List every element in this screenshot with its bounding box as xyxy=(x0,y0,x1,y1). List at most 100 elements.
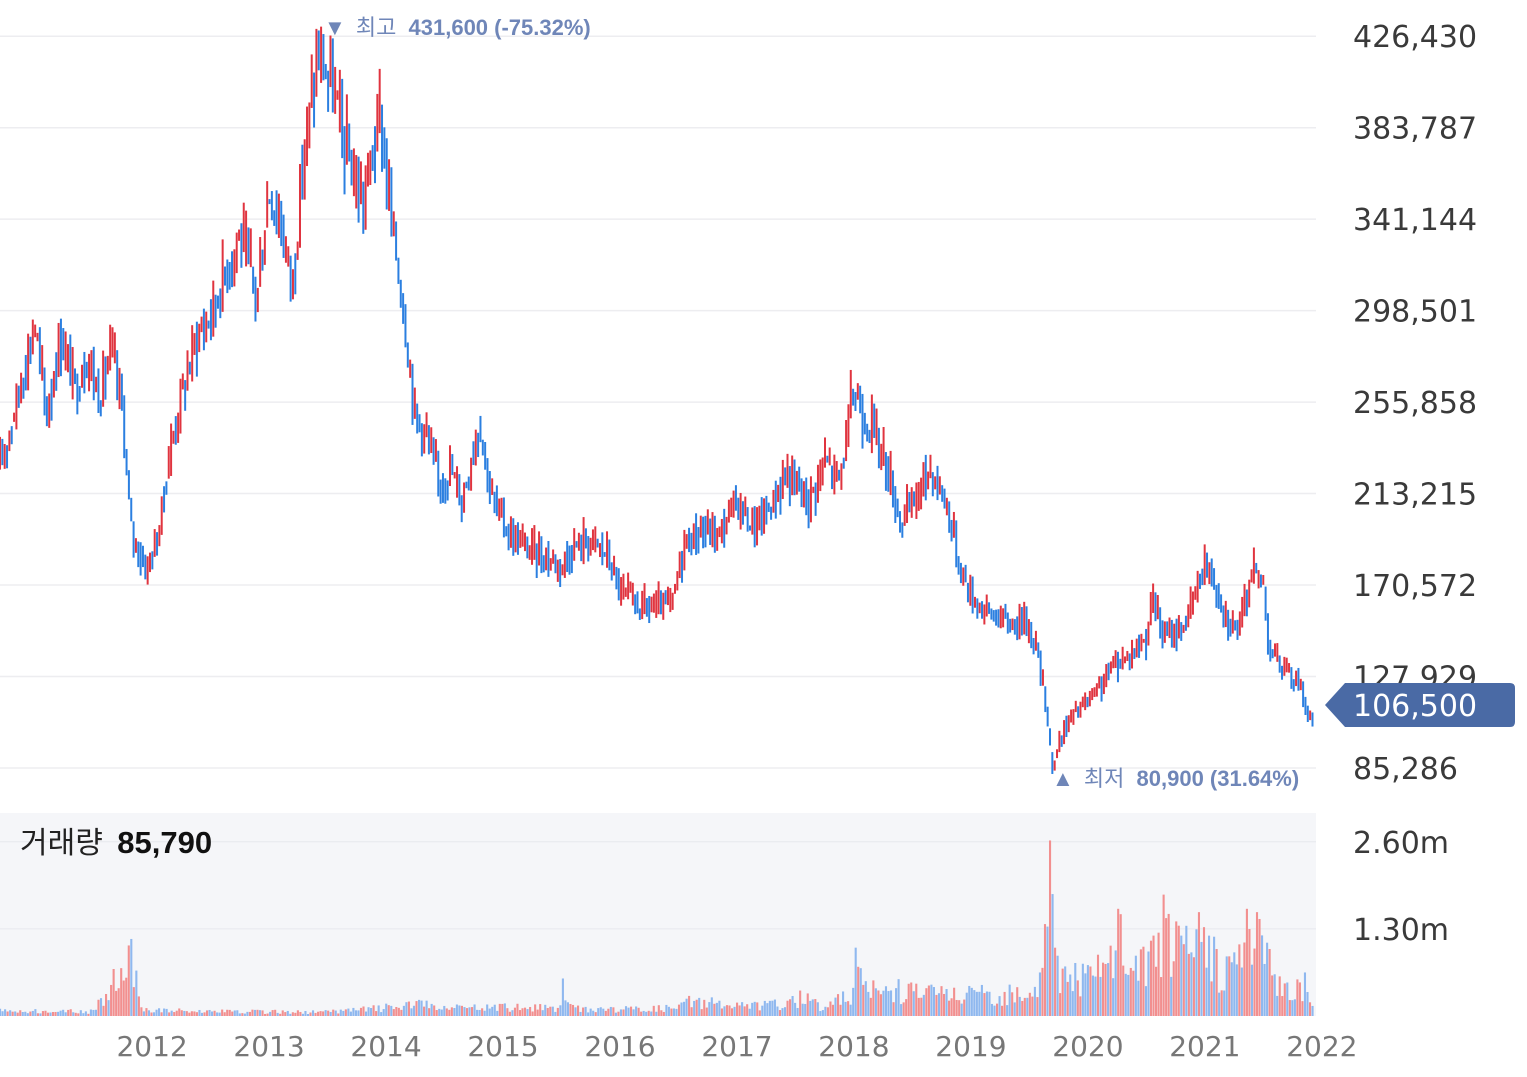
volume-bar xyxy=(211,1011,214,1016)
volume-bar xyxy=(395,1006,398,1016)
volume-bar xyxy=(59,1010,62,1016)
volume-bar xyxy=(778,1010,782,1016)
volume-bar xyxy=(208,1009,211,1016)
volume-tick-label: 2.60m xyxy=(1353,826,1449,861)
volume-bar xyxy=(218,1012,221,1016)
volume-bar xyxy=(120,968,123,1016)
volume-bar xyxy=(556,1007,559,1016)
x-tick-label: 2022 xyxy=(1286,1030,1357,1063)
volume-bar xyxy=(415,1001,418,1016)
volume-bar xyxy=(364,1011,368,1016)
x-tick-label: 2017 xyxy=(701,1030,772,1063)
volume-bar xyxy=(1089,966,1092,1016)
volume-bar xyxy=(168,1012,171,1016)
price-tick-label: 213,215 xyxy=(1353,478,1477,513)
volume-bar xyxy=(221,1009,224,1016)
volume-bar xyxy=(455,1004,458,1016)
volume-bar xyxy=(67,1009,70,1016)
volume-bar xyxy=(286,1010,289,1016)
volume-bar xyxy=(130,938,133,1016)
volume-bar xyxy=(1308,1002,1312,1016)
volume-bar xyxy=(160,1012,163,1016)
volume-bar xyxy=(1134,955,1137,1016)
volume-bar xyxy=(809,1000,812,1016)
volume-bar xyxy=(1202,927,1206,1016)
volume-bar xyxy=(6,1011,9,1016)
x-tick-label: 2013 xyxy=(233,1030,304,1063)
volume-bar xyxy=(652,1005,655,1016)
volume-bar xyxy=(1122,965,1125,1016)
volume-bar xyxy=(1152,935,1155,1016)
volume-bar xyxy=(319,1011,322,1016)
volume-bar xyxy=(950,998,953,1016)
volume-bar xyxy=(1213,936,1216,1016)
volume-bar xyxy=(577,1005,580,1016)
svg-text:▼ 최고 431,600 (-75.: ▼ 최고 431,600 (-75.32%) xyxy=(324,15,591,40)
volume-bar xyxy=(584,1006,587,1016)
volume-bar xyxy=(801,1003,804,1016)
volume-bar xyxy=(1001,1005,1004,1016)
volume-bar xyxy=(1220,990,1223,1016)
volume-bar xyxy=(1048,840,1052,1016)
volume-bar xyxy=(1023,997,1026,1016)
volume-bar xyxy=(511,1010,514,1016)
volume-bar xyxy=(324,1010,327,1016)
volume-bar xyxy=(506,1008,509,1016)
volume-bar xyxy=(612,1007,615,1016)
volume-bar xyxy=(864,981,867,1016)
volume-bar xyxy=(930,984,933,1016)
volume-bar xyxy=(1137,980,1140,1016)
volume-bar xyxy=(387,1005,390,1016)
volume-bar xyxy=(276,1012,279,1016)
volume-bar xyxy=(140,1007,143,1016)
volume-bar xyxy=(87,1013,90,1016)
volume-bar xyxy=(228,1009,231,1016)
volume-bar xyxy=(1235,964,1238,1016)
volume-bar xyxy=(1018,996,1021,1016)
volume-bar xyxy=(1031,996,1034,1016)
volume-bar xyxy=(720,1008,723,1016)
high-value: 431,600 (-75.32%) xyxy=(409,15,591,40)
volume-bar xyxy=(357,1010,360,1016)
volume-bar xyxy=(112,969,115,1016)
volume-bar xyxy=(105,993,108,1016)
volume-bar xyxy=(657,1005,660,1016)
volume-bar xyxy=(594,1012,597,1016)
volume-bar xyxy=(857,966,860,1016)
volume-bar xyxy=(746,1004,749,1016)
volume-bar xyxy=(205,1010,209,1016)
volume-bar xyxy=(1192,957,1195,1016)
x-tick-label: 2018 xyxy=(818,1030,889,1063)
volume-bar xyxy=(19,1010,22,1016)
volume-bar xyxy=(468,1007,471,1016)
volume-grid xyxy=(0,841,1316,930)
high-label: 최고 xyxy=(356,15,396,40)
volume-bar xyxy=(188,1012,191,1016)
volume-bar xyxy=(569,1003,572,1016)
volume-bar xyxy=(198,1009,201,1016)
volume-bar xyxy=(1051,894,1054,1016)
volume-bar xyxy=(349,1011,352,1016)
volume-bar xyxy=(29,1011,32,1016)
volume-bar xyxy=(359,1007,363,1016)
volume-bar xyxy=(1303,972,1307,1016)
volume-bar xyxy=(902,1002,905,1016)
volume-bar xyxy=(922,994,925,1016)
volume-bar xyxy=(443,1005,446,1016)
volume-bar xyxy=(203,1012,206,1016)
volume-bar xyxy=(410,1008,413,1016)
volume-bar xyxy=(142,1011,145,1016)
volume-bar xyxy=(1038,972,1041,1016)
volume-bar xyxy=(980,984,983,1016)
volume-bar xyxy=(1271,975,1274,1016)
volume-bar xyxy=(710,997,713,1016)
volume-bar xyxy=(430,1003,433,1016)
volume-bar xyxy=(1104,963,1107,1016)
volume-bar xyxy=(289,1013,292,1016)
volume-bar xyxy=(526,1009,529,1016)
volume-bar xyxy=(1132,970,1135,1016)
volume-bar xyxy=(953,987,956,1016)
volume-bar xyxy=(602,1008,605,1016)
volume-bar xyxy=(551,1006,554,1016)
volume-bar xyxy=(311,1010,315,1016)
